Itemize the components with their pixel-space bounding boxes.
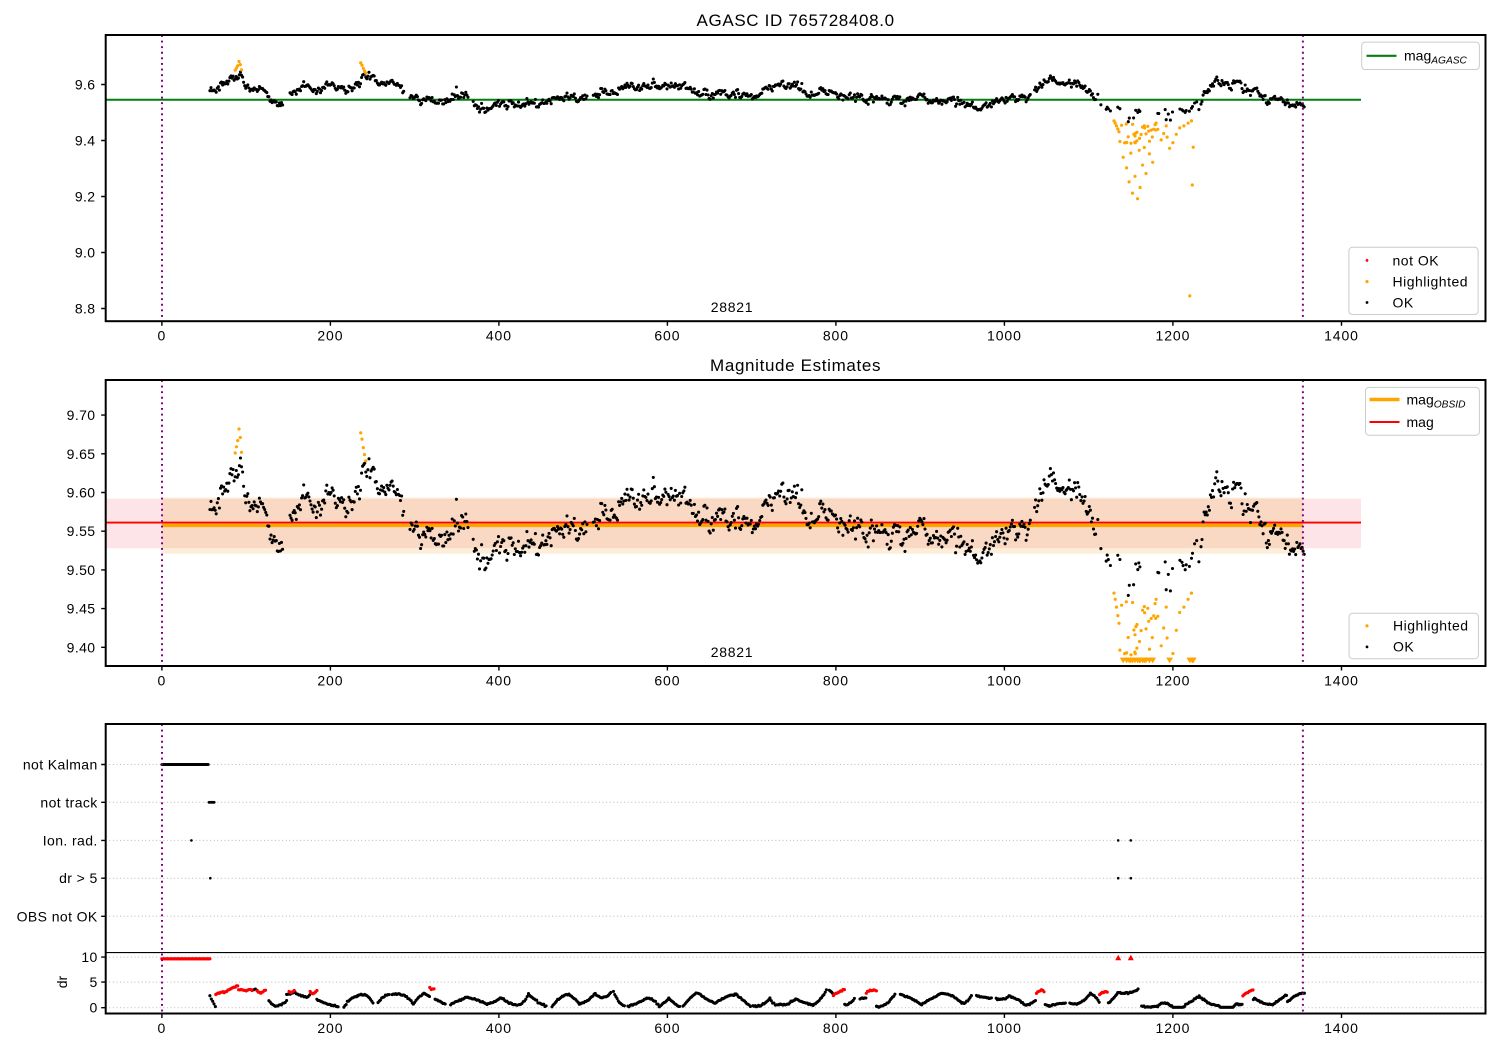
svg-text:9.70: 9.70 xyxy=(67,407,96,423)
svg-text:28821: 28821 xyxy=(711,644,753,660)
svg-text:800: 800 xyxy=(823,672,849,688)
svg-text:9.45: 9.45 xyxy=(67,601,96,617)
svg-text:400: 400 xyxy=(486,672,512,688)
svg-text:dr: dr xyxy=(54,975,70,988)
svg-text:1000: 1000 xyxy=(987,1020,1022,1036)
svg-text:Magnitude Estimates: Magnitude Estimates xyxy=(710,356,881,375)
svg-text:9.0: 9.0 xyxy=(75,245,96,261)
svg-text:0: 0 xyxy=(158,672,167,688)
svg-text:9.55: 9.55 xyxy=(67,523,96,539)
svg-text:not track: not track xyxy=(40,794,98,810)
svg-text:0: 0 xyxy=(158,1020,167,1036)
svg-text:1200: 1200 xyxy=(1156,1020,1191,1036)
svg-text:5: 5 xyxy=(90,974,98,990)
svg-text:OK: OK xyxy=(1393,294,1414,310)
svg-text:600: 600 xyxy=(654,1020,680,1036)
svg-text:9.50: 9.50 xyxy=(67,562,96,578)
svg-text:AGASC ID 765728408.0: AGASC ID 765728408.0 xyxy=(696,11,894,30)
svg-text:600: 600 xyxy=(654,328,680,344)
svg-text:9.60: 9.60 xyxy=(67,485,96,501)
svg-text:OK: OK xyxy=(1393,639,1414,655)
svg-text:1000: 1000 xyxy=(987,672,1022,688)
svg-text:400: 400 xyxy=(486,328,512,344)
svg-text:mag: mag xyxy=(1407,414,1434,430)
svg-text:200: 200 xyxy=(317,1020,343,1036)
svg-text:0: 0 xyxy=(158,328,167,344)
svg-text:1400: 1400 xyxy=(1324,1020,1359,1036)
svg-text:28821: 28821 xyxy=(711,299,753,315)
svg-text:8.8: 8.8 xyxy=(75,301,96,317)
svg-text:600: 600 xyxy=(654,672,680,688)
svg-text:200: 200 xyxy=(317,328,343,344)
svg-text:1000: 1000 xyxy=(987,328,1022,344)
svg-text:Highlighted: Highlighted xyxy=(1393,618,1469,634)
svg-text:OBS not OK: OBS not OK xyxy=(17,908,98,924)
svg-text:0: 0 xyxy=(90,1000,98,1016)
svg-text:9.6: 9.6 xyxy=(75,77,96,93)
svg-text:10: 10 xyxy=(81,949,97,965)
svg-text:1200: 1200 xyxy=(1156,672,1191,688)
svg-text:not OK: not OK xyxy=(1393,252,1440,268)
svg-text:not Kalman: not Kalman xyxy=(23,757,98,773)
svg-text:1200: 1200 xyxy=(1156,328,1191,344)
svg-text:400: 400 xyxy=(486,1020,512,1036)
svg-text:9.65: 9.65 xyxy=(67,446,96,462)
svg-text:1400: 1400 xyxy=(1324,328,1359,344)
svg-text:1400: 1400 xyxy=(1324,672,1359,688)
svg-text:9.4: 9.4 xyxy=(75,133,96,149)
svg-text:800: 800 xyxy=(823,328,849,344)
svg-text:9.40: 9.40 xyxy=(67,639,96,655)
svg-text:Ion. rad.: Ion. rad. xyxy=(43,832,98,848)
svg-text:200: 200 xyxy=(317,672,343,688)
svg-text:Highlighted: Highlighted xyxy=(1393,274,1469,290)
svg-text:dr > 5: dr > 5 xyxy=(59,870,98,886)
svg-text:800: 800 xyxy=(823,1020,849,1036)
svg-text:9.2: 9.2 xyxy=(75,189,96,205)
